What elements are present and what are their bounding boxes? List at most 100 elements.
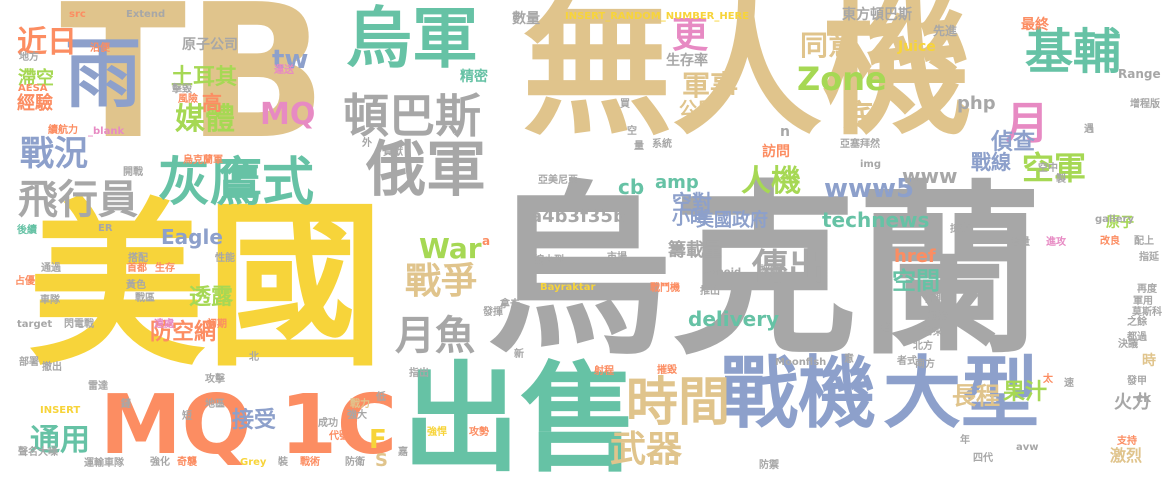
cloud-word: 底	[843, 99, 873, 134]
cloud-word: 都過	[1127, 332, 1147, 343]
cloud-word: War	[419, 232, 482, 265]
cloud-word: src	[69, 9, 86, 20]
cloud-word: 火力	[1114, 392, 1150, 413]
cloud-word: 南方	[915, 359, 935, 370]
cloud-word: 成功	[318, 418, 338, 429]
cloud-word: Zone	[797, 60, 887, 98]
cloud-word: Juice	[898, 39, 936, 55]
cloud-word: Bayraktar	[540, 282, 596, 293]
cloud-word: www	[902, 164, 958, 188]
cloud-word: delivery	[688, 307, 780, 331]
cloud-word: href	[894, 246, 936, 267]
cloud-word: 頓巴斯	[343, 89, 481, 143]
cloud-word: a4b3f35b	[530, 206, 626, 227]
cloud-word: 聲名大噪	[18, 447, 58, 458]
cloud-word: 四代	[973, 453, 993, 464]
cloud-word: 地方	[19, 52, 39, 63]
cloud-word: 果汁	[1003, 380, 1048, 405]
cloud-word: 拿去	[500, 299, 520, 310]
cloud-word: 美國	[28, 183, 384, 390]
cloud-word: 裝	[278, 457, 288, 468]
cloud-word: 空對	[672, 190, 712, 214]
cloud-word: 嘉	[398, 447, 408, 458]
cloud-word: INSERT_RANDOM_NUMBER_HERE	[565, 11, 750, 22]
cloud-word: 生存	[155, 263, 175, 274]
cloud-word: tw	[272, 45, 309, 75]
cloud-word: 鏈	[121, 399, 131, 410]
cloud-word: 同意	[800, 29, 857, 62]
cloud-word: 偵查	[991, 130, 1036, 155]
cloud-word: n	[780, 124, 790, 140]
cloud-word: 空	[627, 126, 637, 137]
cloud-word: 基輔	[1025, 24, 1122, 80]
cloud-word: 製	[1056, 174, 1066, 185]
cloud-word: 高	[202, 91, 222, 115]
cloud-word: 太	[1043, 374, 1053, 385]
cloud-word: www5	[824, 174, 915, 204]
cloud-word: 原子	[1106, 215, 1134, 231]
cloud-word: a	[482, 234, 491, 248]
cloud-word: amp	[655, 172, 699, 193]
cloud-word: 帶來	[923, 327, 943, 338]
cloud-word: MQ	[260, 97, 316, 132]
cloud-word: 推出	[700, 286, 720, 297]
cloud-word: 之餘	[1127, 317, 1147, 328]
cloud-word: 外	[362, 138, 372, 149]
cloud-word: 激烈	[1110, 446, 1143, 465]
cloud-word: 出售	[402, 350, 639, 482]
cloud-word: 莫斯科	[1132, 307, 1162, 318]
cloud-word: 搭配	[128, 253, 148, 264]
cloud-word: 小時	[672, 208, 708, 229]
cloud-word: 近日	[17, 25, 77, 60]
cloud-word: _blank	[88, 126, 125, 137]
cloud-word: zoneid	[704, 267, 742, 278]
cloud-word: 支持	[1117, 436, 1137, 447]
cloud-word: 生存率	[666, 53, 708, 69]
cloud-word: 空間	[892, 267, 940, 295]
cloud-word: 採購	[760, 265, 780, 276]
cloud-word: 接受	[232, 408, 277, 433]
cloud-word: Grey	[240, 457, 267, 468]
cloud-word: 增程版	[1130, 99, 1160, 110]
cloud-word: 摧毀	[657, 365, 677, 376]
cloud-word: cb	[618, 175, 645, 199]
cloud-word: 數量	[512, 11, 540, 27]
cloud-word: 運輸車隊	[84, 458, 124, 469]
cloud-word: 占優	[15, 276, 35, 287]
cloud-word: 車隊	[40, 295, 60, 306]
cloud-word: 系統	[652, 139, 672, 150]
cloud-word: 飛行員	[18, 177, 138, 223]
cloud-word: 更	[672, 15, 709, 56]
cloud-word: 強大	[347, 410, 367, 421]
cloud-word: 戰況	[20, 134, 88, 174]
cloud-word: 強化	[150, 457, 170, 468]
cloud-word: 經驗	[17, 93, 53, 114]
cloud-word: 人機	[741, 164, 801, 199]
cloud-word: 掠奪	[950, 224, 970, 235]
cloud-word: 烏克蘭	[487, 164, 1042, 380]
cloud-word: 遠處	[154, 319, 174, 330]
cloud-word: 決議	[1118, 339, 1138, 350]
cloud-word: 風險	[178, 94, 198, 105]
cloud-word: 者式	[897, 356, 917, 367]
cloud-word: 遇	[1084, 124, 1094, 135]
cloud-word: F	[369, 425, 387, 455]
cloud-word: 北方	[913, 341, 933, 352]
cloud-word: 戰爭	[405, 261, 478, 302]
cloud-word: 市場	[607, 252, 627, 263]
cloud-word: 續航力	[48, 125, 78, 136]
cloud-word: 代號	[329, 431, 349, 442]
cloud-word: 指延	[1139, 252, 1159, 263]
cloud-word: 籌載量	[668, 240, 722, 261]
cloud-word: 武器	[610, 429, 683, 470]
cloud-word: Moonfish	[775, 357, 827, 368]
cloud-word: Range	[1118, 67, 1161, 81]
cloud-word: 量	[634, 141, 644, 152]
cloud-word: 空軍	[1022, 149, 1087, 187]
cloud-word: 無人機	[522, 0, 973, 156]
cloud-word: 開戰	[123, 167, 143, 178]
cloud-word: 俄軍	[366, 135, 486, 205]
cloud-word: 初期	[207, 319, 227, 330]
cloud-word: 配上	[1134, 236, 1154, 247]
